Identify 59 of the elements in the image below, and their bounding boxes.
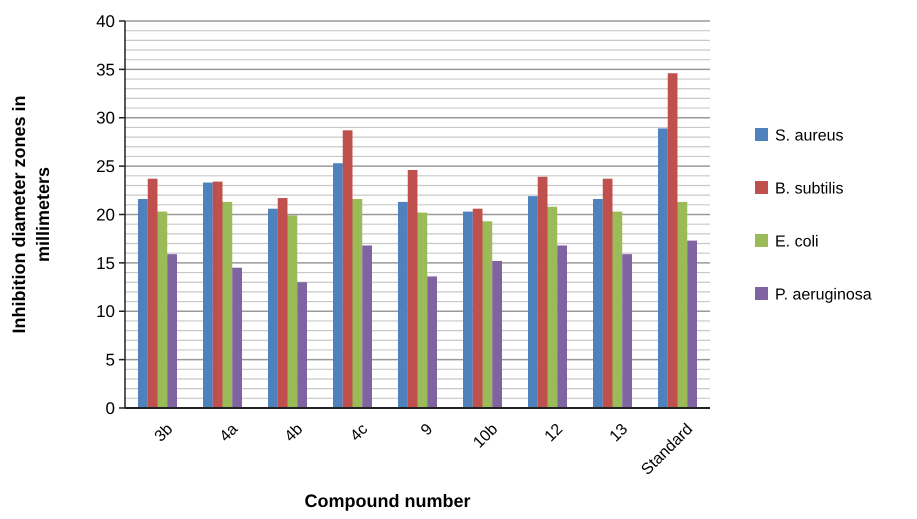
bar [342, 130, 352, 408]
bar [278, 198, 288, 408]
legend-label: P. aeruginosa [775, 286, 872, 304]
x-tick-label: 4b [282, 420, 306, 446]
bar [362, 245, 372, 408]
bar [612, 212, 622, 408]
y-axis-title: Inhibition diameter zones in millimeters [9, 95, 53, 334]
bar [148, 178, 158, 408]
bar [268, 208, 278, 408]
y-tick-label: 25 [96, 157, 115, 176]
y-tick-label: 35 [96, 60, 115, 80]
x-tick-label: 10b [470, 420, 502, 452]
bar [472, 208, 482, 408]
bar [658, 128, 668, 408]
bar [482, 221, 492, 408]
bar [352, 199, 362, 408]
legend-label: S. aureus [775, 128, 844, 145]
bar [557, 245, 567, 408]
bar [297, 282, 307, 408]
legend-label: E. coli [775, 234, 819, 251]
bar [212, 182, 222, 408]
bar [288, 215, 298, 408]
bar [232, 268, 242, 408]
y-tick-label: 20 [96, 205, 115, 224]
x-tick-label: 13 [606, 420, 632, 446]
bar [668, 73, 678, 408]
bar [602, 178, 612, 408]
bar [528, 196, 538, 408]
bar [687, 240, 697, 408]
bar [538, 176, 548, 408]
y-tick-label: 30 [96, 108, 115, 128]
x-tick-label: 4a [216, 420, 242, 446]
x-axis-title: Compound number [304, 491, 470, 511]
y-tick-label: 0 [106, 398, 115, 418]
bar [622, 254, 632, 408]
y-tick-label: 40 [96, 12, 115, 31]
y-tick-label: 10 [96, 302, 115, 322]
x-tick-label: 9 [418, 420, 436, 440]
bar [492, 260, 502, 408]
x-tick-label: 3b [152, 420, 176, 446]
y-tick-label: 5 [106, 350, 115, 370]
bar [408, 170, 418, 408]
y-tick-label: 15 [96, 254, 115, 273]
x-tick-label: 4c [347, 420, 372, 445]
bar [548, 206, 558, 408]
bar [678, 202, 688, 408]
bar [593, 199, 603, 408]
legend-label: B. subtilis [775, 180, 844, 198]
bar [398, 202, 408, 408]
x-tick-label: 12 [542, 420, 566, 446]
bar [222, 202, 232, 408]
bar [167, 254, 177, 408]
bar [203, 182, 213, 408]
bar [427, 276, 437, 408]
bar [138, 199, 148, 408]
bar [418, 212, 428, 408]
bar [158, 212, 168, 408]
bar [463, 212, 473, 408]
bar [333, 163, 343, 408]
